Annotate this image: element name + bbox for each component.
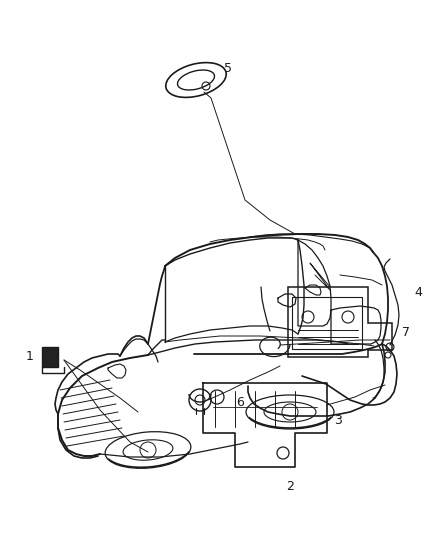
Text: 6: 6 (236, 395, 244, 408)
FancyBboxPatch shape (42, 347, 58, 367)
Text: 7: 7 (402, 326, 410, 338)
Text: 2: 2 (286, 480, 294, 492)
Text: 3: 3 (334, 414, 342, 426)
Text: 1: 1 (26, 350, 34, 362)
Text: 4: 4 (414, 286, 422, 298)
Text: 5: 5 (224, 61, 232, 75)
